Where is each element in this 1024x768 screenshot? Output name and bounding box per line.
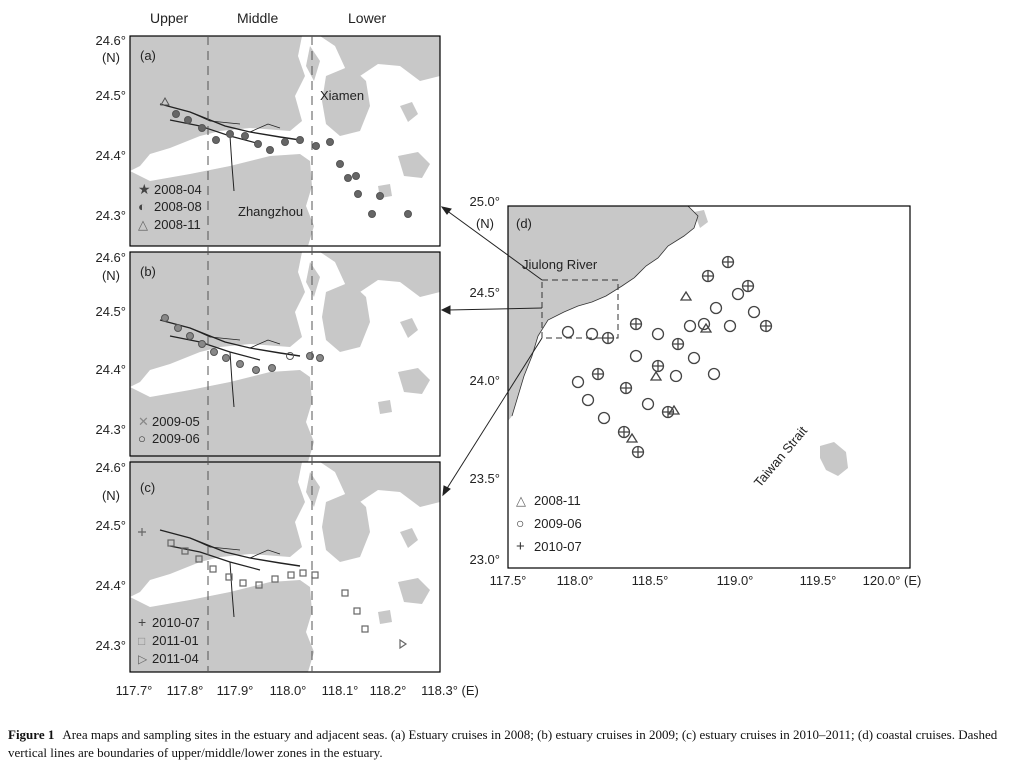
estuary-inset-box	[541, 279, 619, 339]
legend-d-2010-07: 2010-07	[534, 539, 582, 554]
panel-c-map: (c)	[129, 461, 441, 673]
circle-icon: ○	[138, 431, 146, 446]
plus-icon: +	[138, 614, 146, 630]
svg-text:24.3°: 24.3°	[95, 638, 126, 653]
legend-a-2008-08: 2008-08	[154, 199, 202, 214]
coastal-sampling-sites	[561, 255, 773, 459]
legend-c-2010-07: 2010-07	[152, 615, 200, 630]
plus-icon: +	[516, 538, 525, 555]
legend-a-2008-11: 2008-11	[154, 217, 201, 232]
svg-text:24.5°: 24.5°	[469, 285, 500, 300]
zone-label-middle: Middle	[237, 10, 278, 26]
legend-b-2009-06: 2009-06	[152, 431, 200, 446]
legend-b: ✕ 2009-05 ○ 2009-06	[138, 414, 200, 446]
svg-text:118.2°: 118.2°	[370, 683, 407, 698]
panel-b-label: (b)	[140, 264, 156, 279]
svg-text:24.6°: 24.6°	[95, 460, 126, 475]
svg-text:117.9°: 117.9°	[217, 683, 254, 698]
svg-text:24.4°: 24.4°	[95, 578, 126, 593]
caption-text: Area maps and sampling sites in the estu…	[8, 727, 998, 760]
svg-text:23.0°: 23.0°	[469, 552, 500, 567]
zone-label-upper: Upper	[150, 10, 188, 26]
svg-text:24.5°: 24.5°	[95, 518, 126, 533]
svg-text:(N): (N)	[102, 488, 120, 503]
svg-text:24.4°: 24.4°	[95, 148, 126, 163]
svg-text:24.4°: 24.4°	[95, 362, 126, 377]
triangle-icon: △	[138, 217, 148, 232]
legend-a: ★ 2008-04 ◐ 2008-08 △ 2008-11	[138, 181, 202, 232]
legend-b-2009-05: 2009-05	[152, 414, 200, 429]
right-triangle-icon: ▷	[138, 652, 148, 666]
panel-d-map: (d) Jiulong River Taiwan Strait △ 2008-1…	[507, 205, 911, 569]
estuary-lat-axis: 24.6° (N) 24.5° 24.4° 24.3° 24.6° (N) 24…	[95, 33, 126, 653]
cross-icon: ✕	[138, 414, 149, 429]
svg-text:24.3°: 24.3°	[95, 422, 126, 437]
svg-text:(N): (N)	[102, 50, 120, 65]
svg-text:117.7°: 117.7°	[116, 683, 153, 698]
circle-icon: ○	[516, 515, 524, 531]
panel-a-label: (a)	[140, 48, 156, 63]
svg-text:117.5°: 117.5°	[490, 573, 527, 588]
star-icon: ★	[138, 181, 151, 197]
svg-text:24.6°: 24.6°	[95, 250, 126, 265]
place-label-zhangzhou: Zhangzhou	[238, 204, 303, 219]
svg-text:(N): (N)	[476, 216, 494, 231]
svg-text:24.5°: 24.5°	[95, 304, 126, 319]
svg-text:25.0°: 25.0°	[469, 194, 500, 209]
legend-d-2008-11: 2008-11	[534, 493, 581, 508]
legend-d-2009-06: 2009-06	[534, 516, 582, 531]
svg-text:118.1°: 118.1°	[322, 683, 359, 698]
coastal-lon-axis: 117.5° 118.0° 118.5° 119.0° 119.5° 120.0…	[490, 573, 922, 588]
panel-a-map: (a) Xiamen Zhangzhou	[129, 35, 441, 247]
triangle-icon: △	[516, 493, 526, 508]
svg-text:117.8°: 117.8°	[167, 683, 204, 698]
square-icon: □	[138, 634, 145, 648]
panel-c-label: (c)	[140, 480, 155, 495]
estuary-lon-axis: 117.7° 117.8° 117.9° 118.0° 118.1° 118.2…	[116, 683, 479, 698]
sampling-sites-2010-2011	[138, 528, 408, 650]
svg-text:(N): (N)	[102, 268, 120, 283]
figure-canvas: Upper Middle Lower (a) Xiamen Zhangzhou …	[95, 10, 922, 698]
sampling-sites-2009	[161, 314, 324, 374]
svg-text:24.6°: 24.6°	[95, 33, 126, 48]
sampling-sites-2008	[160, 96, 412, 218]
svg-text:23.5°: 23.5°	[469, 471, 500, 486]
svg-text:119.0°: 119.0°	[717, 573, 754, 588]
legend-c-2011-04: 2011-04	[152, 651, 199, 666]
half-circle-icon: ◐	[138, 199, 146, 214]
panel-b-map: (b)	[129, 251, 441, 463]
svg-text:24.3°: 24.3°	[95, 208, 126, 223]
legend-c: + 2010-07 □ 2011-01 ▷ 2011-04	[138, 614, 200, 666]
svg-text:118.5°: 118.5°	[632, 573, 669, 588]
legend-a-2008-04: 2008-04	[154, 182, 202, 197]
caption-title: Figure 1	[8, 727, 55, 742]
figure-caption: Figure 1 Area maps and sampling sites in …	[8, 726, 1018, 762]
legend-c-2011-01: 2011-01	[152, 633, 199, 648]
svg-text:24.5°: 24.5°	[95, 88, 126, 103]
coastal-lat-axis: 25.0° (N) 24.5° 24.0° 23.5° 23.0°	[469, 194, 500, 567]
zone-label-lower: Lower	[348, 10, 386, 26]
svg-text:118.0°: 118.0°	[557, 573, 594, 588]
svg-text:119.5°: 119.5°	[800, 573, 837, 588]
panel-d-label: (d)	[516, 216, 532, 231]
place-label-xiamen: Xiamen	[320, 88, 364, 103]
inset-pointer-arrows	[440, 206, 543, 497]
svg-text:118.3° (E): 118.3° (E)	[421, 683, 479, 698]
svg-text:120.0° (E): 120.0° (E)	[863, 573, 922, 588]
svg-text:118.0°: 118.0°	[270, 683, 307, 698]
svg-text:24.0°: 24.0°	[469, 373, 500, 388]
place-label-jiulong-river: Jiulong River	[522, 257, 598, 272]
